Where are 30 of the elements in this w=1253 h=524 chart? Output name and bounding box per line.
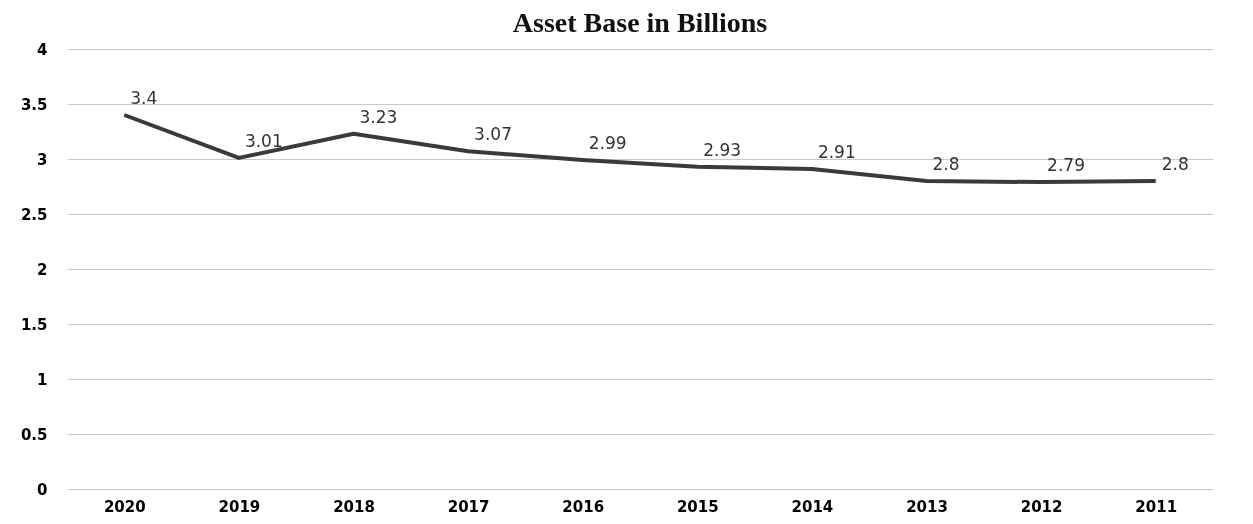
data-label: 3.07 <box>474 124 512 145</box>
x-tick-label: 2015 <box>676 497 719 516</box>
data-label: 2.99 <box>588 133 627 154</box>
data-label: 2.8 <box>932 154 960 174</box>
data-label: 3.4 <box>130 88 158 108</box>
data-label: 2.93 <box>703 139 742 160</box>
x-tick-label: 2013 <box>906 497 948 516</box>
x-tick-label: 2012 <box>1020 497 1063 516</box>
chart-title: Asset Base in Billions <box>512 7 768 38</box>
y-tick-label: 1 <box>37 370 48 389</box>
x-tick-label: 2017 <box>447 497 490 516</box>
y-tick-label: 3 <box>37 150 48 169</box>
x-tick-label: 2018 <box>333 497 375 516</box>
x-tick-label: 2019 <box>218 497 261 516</box>
x-tick-label: 2020 <box>103 497 146 516</box>
data-label: 3.01 <box>244 130 283 151</box>
data-label: 3.23 <box>359 106 398 127</box>
y-tick-label: 1.5 <box>20 315 48 334</box>
data-label: 2.91 <box>817 141 856 162</box>
data-label: 2.79 <box>1047 155 1085 176</box>
y-tick-label: 2.5 <box>20 205 48 224</box>
x-tick-label: 2016 <box>562 497 605 516</box>
y-tick-label: 3.5 <box>20 95 48 114</box>
y-tick-label: 2 <box>37 260 48 279</box>
x-tick-label: 2014 <box>791 497 834 516</box>
y-tick-label: 0.5 <box>20 425 48 444</box>
x-tick-label: 2011 <box>1135 497 1178 516</box>
y-tick-label: 0 <box>37 480 48 499</box>
data-label: 2.8 <box>1161 154 1189 174</box>
y-tick-label: 4 <box>37 40 48 59</box>
